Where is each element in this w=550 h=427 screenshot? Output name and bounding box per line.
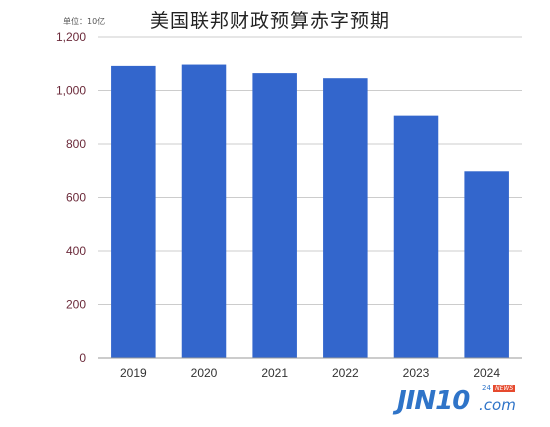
y-tick-label: 200 [66,298,86,312]
bar [464,171,509,358]
x-tick-label: 2023 [403,366,430,380]
y-tick-label: 400 [66,244,86,258]
bar [393,115,439,359]
logo-badge: 24 NEWS [482,384,516,392]
bar [181,64,227,359]
x-tick-label: 2020 [191,366,218,380]
x-tick-label: 2021 [261,366,288,380]
y-tick-label: 800 [66,137,86,151]
logo-news-badge: NEWS [493,385,516,392]
logo-com-text: .com [479,396,516,414]
chart-title: 美国联邦财政预算赤字预期 [150,10,391,32]
bar [323,78,368,358]
x-tick-label: 2019 [120,366,147,380]
logo-badge-number: 24 [482,384,491,392]
y-tick-label: 0 [79,351,86,365]
bar [111,65,156,358]
logo-main-text: JIN10 [397,386,470,416]
y-tick-label: 1,000 [56,84,86,98]
y-tick-label: 1,200 [56,30,86,44]
jin10-logo: JIN10 .com 24 NEWS [397,384,537,420]
x-tick-label: 2022 [332,366,359,380]
x-tick-label: 2024 [473,366,500,380]
bar [252,73,297,359]
unit-label: 单位：10亿 [63,17,106,26]
y-tick-label: 600 [66,191,86,205]
